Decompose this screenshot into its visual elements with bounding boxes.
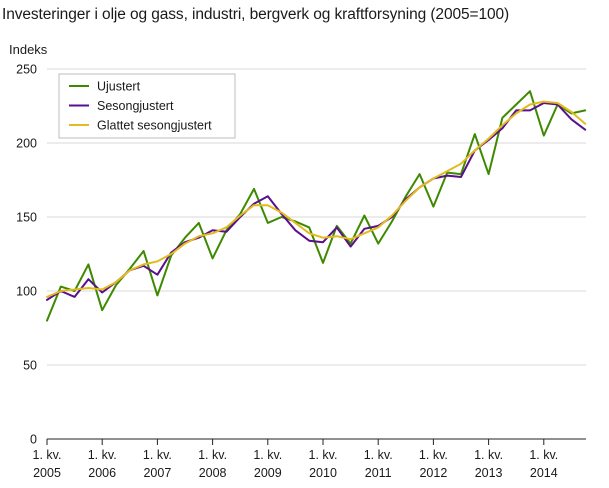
x-tick-label: 2013 [475, 466, 503, 480]
x-tick-label: 2012 [419, 466, 447, 480]
x-tick-label: 2008 [199, 466, 227, 480]
legend: Ujustert Sesongjustert Glattet sesongjuste… [59, 74, 235, 138]
x-tick-label: 2010 [309, 466, 337, 480]
x-tick-label: 2006 [88, 466, 116, 480]
y-tick-label: 0 [30, 433, 37, 447]
x-tick-label: 2014 [530, 466, 558, 480]
y-tick-label: 250 [16, 63, 37, 77]
x-tick-label: 2009 [254, 466, 282, 480]
legend-label: Sesongjustert [97, 99, 174, 113]
legend-label: Glattet sesongjustert [97, 119, 212, 133]
x-tick-label: 2011 [365, 466, 392, 480]
x-tick-label: 1. kv. [419, 448, 448, 462]
x-tick-label: 1. kv. [529, 448, 558, 462]
y-tick-label: 100 [16, 285, 37, 299]
x-tick-label: 1. kv. [364, 448, 393, 462]
x-tick-label: 1. kv. [309, 448, 338, 462]
y-tick-labels: 0 50 100 150 200 250 [16, 63, 37, 447]
x-tick-label: 1. kv. [474, 448, 503, 462]
x-tick-label: 1. kv. [143, 448, 172, 462]
x-tick-label: 2007 [143, 466, 171, 480]
y-tick-label: 50 [23, 359, 37, 373]
x-tick-label: 1. kv. [198, 448, 227, 462]
x-tick-labels: 1. kv. 2005 1. kv. 2006 1. kv. 2007 1. kv. 2008… [33, 439, 559, 480]
x-tick-label: 2005 [33, 466, 61, 480]
x-tick-label: 1. kv. [88, 448, 117, 462]
x-tick-label: 1. kv. [253, 448, 282, 462]
legend-label: Ujustert [97, 80, 141, 94]
x-tick-label: 1. kv. [33, 448, 62, 462]
y-tick-label: 200 [16, 137, 37, 151]
y-tick-label: 150 [16, 211, 37, 225]
